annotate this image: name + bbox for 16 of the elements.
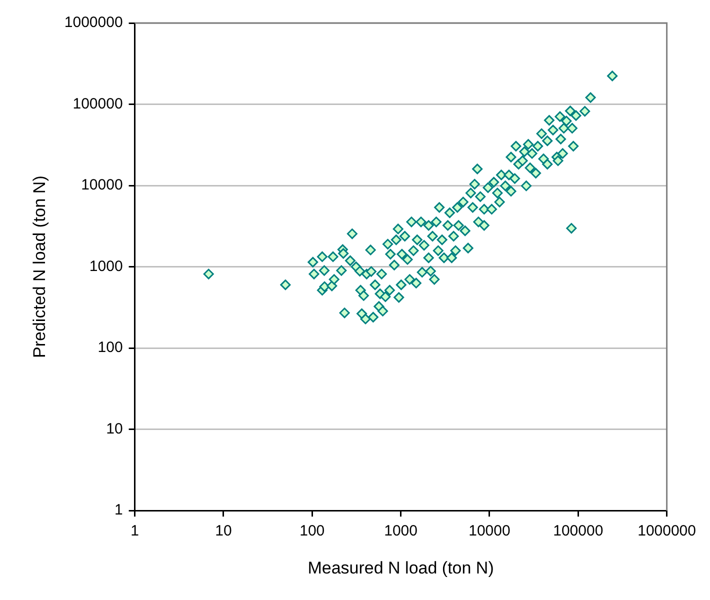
y-axis-title: Predicted N load (ton N) (30, 176, 49, 358)
y-tick-label: 10000 (81, 176, 123, 194)
y-tick-label: 10 (106, 420, 123, 438)
x-tick-label: 1000000 (638, 522, 696, 540)
y-tick-label: 1 (114, 502, 123, 519)
x-axis-title: Measured N load (ton N) (308, 558, 494, 578)
x-tick-label: 100 (300, 522, 325, 540)
x-tick-label: 10000 (468, 522, 510, 540)
y-tick-label: 100000 (72, 95, 123, 112)
y-tick-label: 1000000 (64, 14, 123, 32)
x-tick-label: 1000 (384, 522, 418, 540)
y-tick-label: 100 (98, 339, 123, 356)
y-tick-label: 1000 (89, 258, 123, 275)
x-tick-label: 1 (130, 522, 139, 540)
x-tick-label: 10 (215, 522, 232, 540)
x-tick-label: 100000 (553, 522, 604, 540)
